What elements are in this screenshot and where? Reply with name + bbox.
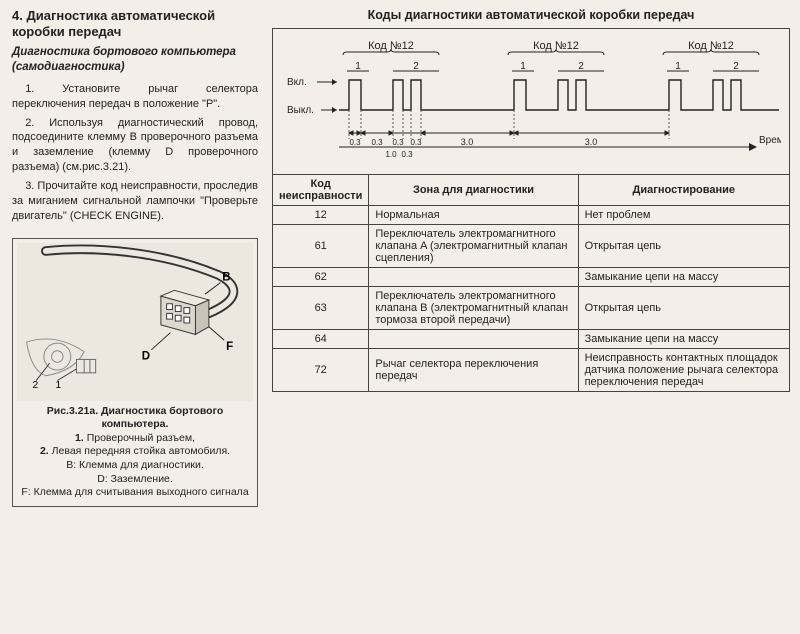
wave-off-label: Выкл. [287, 105, 314, 116]
wave-time-label: Время (с) [759, 135, 781, 146]
table-row: 62 Замыкание цепи на массу [273, 268, 790, 287]
wave-on-label: Вкл. [287, 77, 307, 88]
table-row: 72 Рычаг селектора переключения передач … [273, 349, 790, 392]
cell-diag: Открытая цепь [578, 225, 789, 268]
cell-code: 63 [273, 287, 369, 330]
cell-zone: Переключатель электромагнитного клапана … [369, 287, 578, 330]
cell-diag: Замыкание цепи на массу [578, 330, 789, 349]
cell-zone [369, 330, 578, 349]
table-row: 63 Переключатель электромагнитного клапа… [273, 287, 790, 330]
fig-label-F: F [226, 340, 233, 352]
cell-zone [369, 268, 578, 287]
left-column: 4. Диагностика автоматической коробки пе… [0, 0, 268, 634]
svg-text:1: 1 [675, 61, 681, 72]
fig-cap-B: B: Клемма для диагностики. [17, 459, 253, 473]
svg-text:0.3: 0.3 [392, 138, 404, 147]
fig-label-B: B [222, 271, 230, 283]
svg-text:1.0: 1.0 [385, 150, 397, 159]
subtitle: Диагностика бортового компьютера (самоди… [12, 45, 258, 74]
section-title: 4. Диагностика автоматической коробки пе… [12, 8, 258, 39]
th-diag: Диагностирование [578, 175, 789, 206]
fig-cap-title: Рис.3.21a. Диагностика бортового компьют… [17, 405, 253, 432]
figure-box: B D F 1 2 Рис.3.21a. Диагностика бортово… [12, 238, 258, 507]
svg-text:0.3: 0.3 [410, 138, 422, 147]
fig-label-D: D [142, 350, 150, 362]
table-row: 12 Нормальная Нет проблем [273, 206, 790, 225]
svg-text:1: 1 [355, 61, 361, 72]
fig-cap-F: F: Клемма для считывания выходного сигна… [17, 486, 253, 500]
svg-text:0.3: 0.3 [371, 138, 383, 147]
table-row: 61 Переключатель электромагнитного клапа… [273, 225, 790, 268]
diag-table: Код неисправности Зона для диагностики Д… [272, 174, 790, 392]
cell-zone: Рычаг селектора переключения передач [369, 349, 578, 392]
cell-diag: Замыкание цепи на массу [578, 268, 789, 287]
th-zone: Зона для диагностики [369, 175, 578, 206]
cell-diag: Нет проблем [578, 206, 789, 225]
svg-text:0.3: 0.3 [401, 150, 413, 159]
fig-cap-D: D: Заземление. [17, 473, 253, 487]
cell-code: 61 [273, 225, 369, 268]
figure-canvas: B D F 1 2 [17, 243, 253, 401]
para-3: 3. Прочитайте код неисправности, прослед… [12, 179, 258, 224]
para-1: 1. Установите рычаг селектора переключен… [12, 82, 258, 112]
section-title-text: Диагностика автоматической коробки перед… [12, 8, 215, 39]
cell-code: 72 [273, 349, 369, 392]
svg-text:0.3: 0.3 [349, 138, 361, 147]
waveform-box: Код №12 Код №12 Код №12 1 2 1 2 1 2 Вкл.… [272, 28, 790, 174]
svg-text:2: 2 [733, 61, 739, 72]
figure-svg: B D F 1 2 [17, 243, 253, 401]
table-header-row: Код неисправности Зона для диагностики Д… [273, 175, 790, 206]
svg-text:1: 1 [520, 61, 526, 72]
fig-cap-1: 1. Проверочный разъем, [17, 432, 253, 446]
diag-table-body: 12 Нормальная Нет проблем 61 Переключате… [273, 206, 790, 392]
waveform-svg: Код №12 Код №12 Код №12 1 2 1 2 1 2 Вкл.… [281, 35, 781, 163]
cell-diag: Открытая цепь [578, 287, 789, 330]
svg-text:2: 2 [413, 61, 419, 72]
para-2: 2. Используя диагностический провод, под… [12, 116, 258, 175]
svg-text:3.0: 3.0 [461, 137, 474, 147]
cell-diag: Неисправность контактных площадок датчик… [578, 349, 789, 392]
fig-cap-2: 2. Левая передняя стойка автомобиля. [17, 445, 253, 459]
fig-label-2: 2 [32, 379, 38, 391]
cell-zone: Переключатель электромагнитного клапана … [369, 225, 578, 268]
cell-code: 62 [273, 268, 369, 287]
svg-text:3.0: 3.0 [585, 137, 598, 147]
right-column: Коды диагностики автоматической коробки … [268, 0, 800, 634]
cell-zone: Нормальная [369, 206, 578, 225]
section-num: 4. [12, 8, 23, 23]
th-code: Код неисправности [273, 175, 369, 206]
cell-code: 12 [273, 206, 369, 225]
table-row: 64 Замыкание цепи на массу [273, 330, 790, 349]
right-title: Коды диагностики автоматической коробки … [272, 8, 790, 22]
cell-code: 64 [273, 330, 369, 349]
figure-caption: Рис.3.21a. Диагностика бортового компьют… [17, 405, 253, 500]
svg-text:2: 2 [578, 61, 584, 72]
fig-label-1: 1 [55, 379, 61, 391]
